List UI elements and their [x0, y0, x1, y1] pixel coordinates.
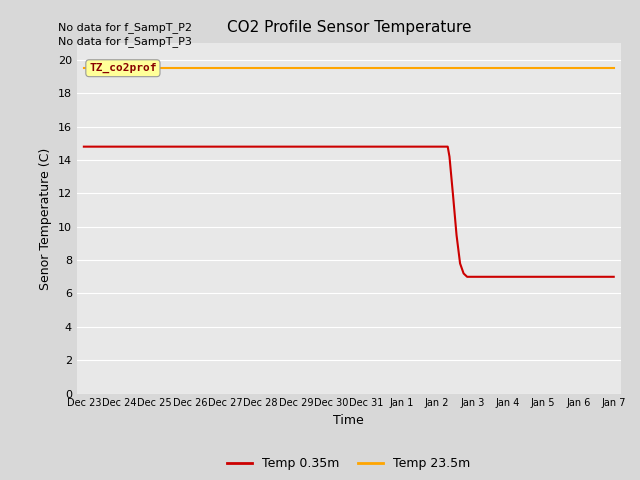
Text: No data for f_SampT_P2: No data for f_SampT_P2 — [58, 22, 191, 33]
Y-axis label: Senor Temperature (C): Senor Temperature (C) — [39, 147, 52, 289]
Text: TZ_co2prof: TZ_co2prof — [89, 63, 157, 73]
Title: CO2 Profile Sensor Temperature: CO2 Profile Sensor Temperature — [227, 20, 471, 35]
X-axis label: Time: Time — [333, 414, 364, 427]
Text: No data for f_SampT_P3: No data for f_SampT_P3 — [58, 36, 191, 47]
Legend: Temp 0.35m, Temp 23.5m: Temp 0.35m, Temp 23.5m — [222, 453, 476, 475]
